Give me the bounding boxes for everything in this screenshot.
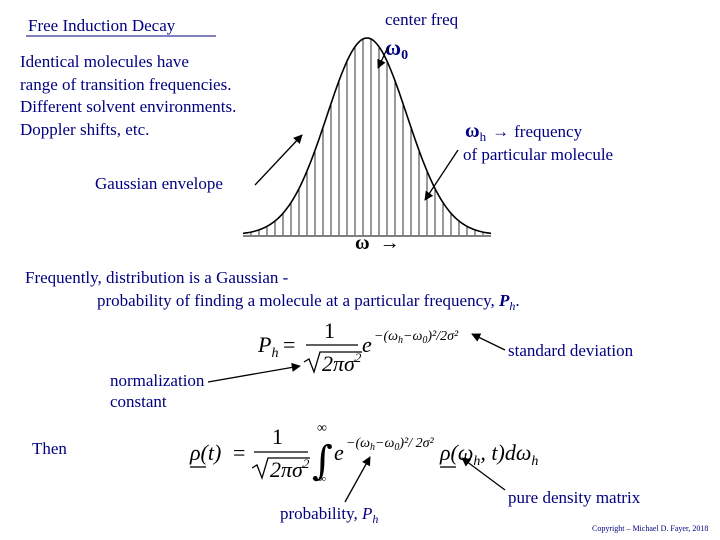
integral: ∫	[312, 438, 333, 484]
then-label: Then	[32, 439, 67, 458]
arrow	[424, 149, 459, 201]
copyright: Copyright – Michael D. Fayer, 2018	[592, 524, 708, 533]
eq-base: e	[362, 332, 372, 357]
norm-label: normalization	[110, 371, 205, 390]
intro-line: Identical molecules have	[20, 52, 189, 71]
eq-lhs: ρ(t)	[189, 440, 221, 465]
text: −ω	[403, 329, 422, 344]
subscript: h	[372, 512, 378, 526]
particular-label: ωh → frequency	[465, 120, 583, 144]
symbol: P	[498, 291, 510, 310]
text: )²/2σ²	[426, 329, 459, 344]
center-label: center freq	[385, 10, 459, 29]
text: −ω	[375, 436, 394, 451]
subscript: 0	[394, 442, 399, 453]
radical	[303, 351, 362, 375]
text: ρ(ω	[439, 440, 473, 465]
equation-1: Ph = 1 2πσ2 e −(ωh−ω0)²/2σ²	[257, 318, 459, 376]
std-dev-label: standard deviation	[508, 341, 634, 360]
subscript: h	[473, 454, 480, 469]
superscript: 2	[355, 350, 362, 365]
eq-equals: =	[233, 440, 245, 465]
symbol: ω	[385, 35, 401, 60]
text: 2πσ	[322, 351, 356, 376]
particular-label-2: of particular molecule	[463, 145, 613, 164]
intro: Identical molecules have range of transi…	[20, 52, 236, 139]
equation-2: ρ(t) = 1 2πσ2 ∫ ∞ −∞ e −(ωh−ω0)²/ 2σ² ρ(…	[189, 421, 538, 485]
eq-numerator: 1	[272, 424, 283, 449]
superscript: 2	[303, 456, 310, 471]
eq-lhs: Ph	[257, 332, 278, 361]
intro-line: range of transition frequencies.	[20, 75, 231, 94]
subscript: h	[480, 129, 487, 144]
axis-label: ω →	[355, 232, 400, 254]
center-symbol: ω0	[385, 35, 408, 63]
subscript: h	[531, 454, 538, 469]
body-line: Frequently, distribution is a Gaussian -	[25, 268, 289, 287]
subscript: h	[509, 299, 515, 313]
subscript: h	[370, 442, 375, 453]
text: probability of finding a molecule at a p…	[97, 291, 499, 310]
intro-line: Different solvent environments.	[20, 97, 236, 116]
body-line: probability of finding a molecule at a p…	[97, 291, 520, 313]
arrow-symbol: →	[492, 122, 509, 141]
text: 2πσ	[270, 457, 304, 482]
eq-base: e	[334, 440, 344, 465]
eq-equals: =	[283, 332, 295, 357]
subscript: 0	[401, 48, 408, 63]
symbol: P	[361, 504, 372, 523]
subscript: h	[271, 346, 278, 361]
probability-label: probability, Ph	[280, 504, 378, 526]
text: , t)dω	[480, 440, 531, 465]
envelope-label: Gaussian envelope	[95, 174, 223, 193]
arrow-symbol: →	[380, 232, 400, 254]
norm-label: constant	[110, 392, 167, 411]
eq-denominator: 2πσ2	[270, 456, 310, 482]
eq-denominator: 2πσ2	[322, 350, 362, 376]
integral-upper: ∞	[317, 421, 327, 436]
text: −(ω	[374, 329, 398, 344]
arrow	[207, 362, 301, 383]
subscript: 0	[422, 335, 427, 346]
eq-numerator: 1	[324, 318, 335, 343]
arrow	[461, 457, 506, 491]
eq-exponent: −(ωh−ω0)²/ 2σ²	[346, 436, 434, 453]
label: frequency	[514, 122, 582, 141]
text: .	[515, 291, 519, 310]
eq-rho: ρ(ωh, t)dωh	[439, 440, 538, 469]
arrow	[344, 456, 371, 503]
arrow	[377, 46, 389, 69]
text: −(ω	[346, 436, 370, 451]
integral-lower: −∞	[312, 473, 326, 485]
symbol: P	[257, 332, 271, 357]
text: )²/ 2σ²	[398, 436, 434, 451]
subscript: h	[398, 335, 403, 346]
gaussian-figure	[242, 37, 492, 237]
pure-label: pure density matrix	[508, 488, 641, 507]
symbol: ω	[465, 120, 480, 142]
radical	[251, 457, 310, 481]
gaussian-curve	[242, 37, 492, 235]
title: Free Induction Decay	[28, 16, 176, 35]
text: probability,	[280, 504, 362, 523]
symbol: ω	[355, 232, 370, 254]
eq-exponent: −(ωh−ω0)²/2σ²	[374, 329, 459, 346]
intro-line: Doppler shifts, etc.	[20, 120, 149, 139]
arrow	[254, 134, 303, 186]
arrow	[471, 333, 506, 351]
